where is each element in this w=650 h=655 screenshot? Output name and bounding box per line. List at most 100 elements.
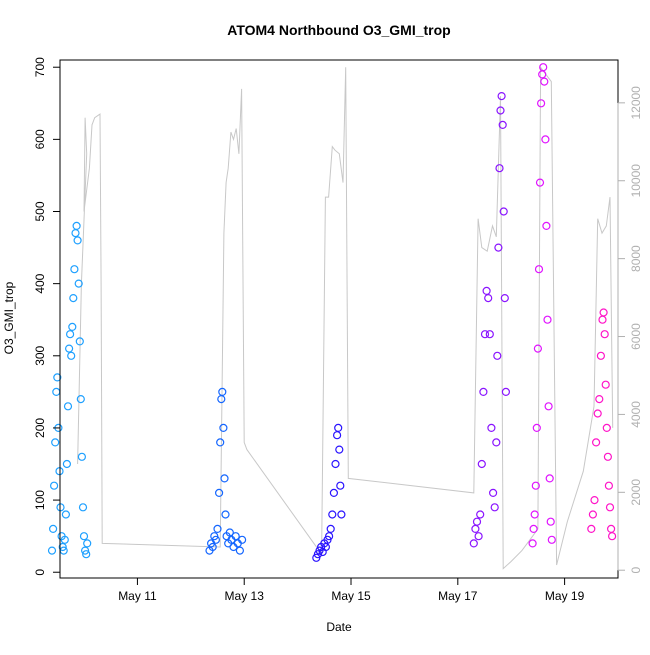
y-tick-label: 100 — [33, 490, 47, 510]
right-tick-label: 12000 — [629, 86, 643, 120]
data-point — [79, 532, 89, 541]
data-point — [77, 452, 87, 461]
data-point — [83, 539, 92, 548]
data-point — [595, 395, 604, 404]
data-point — [536, 99, 546, 108]
data-point — [73, 236, 82, 245]
data-point — [480, 330, 490, 339]
series-6 — [587, 308, 617, 541]
data-point — [336, 481, 345, 490]
right-tick-label: 6000 — [629, 323, 643, 350]
data-point — [64, 344, 74, 353]
right-tick-label: 8000 — [629, 245, 643, 272]
data-point — [530, 510, 539, 519]
data-point — [65, 330, 75, 339]
x-tick-label: May 17 — [438, 589, 478, 603]
data-point — [49, 481, 59, 490]
data-point — [225, 528, 234, 537]
data-point — [82, 550, 91, 559]
data-point — [531, 481, 540, 490]
data-point — [500, 294, 509, 303]
data-point — [479, 387, 488, 396]
data-point — [471, 524, 480, 534]
data-point — [78, 503, 88, 512]
data-point — [533, 344, 543, 353]
data-point — [219, 423, 228, 432]
data-point — [76, 395, 85, 404]
data-point — [501, 387, 510, 396]
data-point — [213, 524, 222, 534]
data-point — [217, 395, 226, 404]
chart-title: ATOM4 Northbound O3_GMI_trop — [227, 22, 450, 38]
y-tick-label: 300 — [33, 345, 47, 365]
data-point — [71, 229, 80, 238]
data-point — [529, 524, 538, 534]
data-point — [539, 63, 548, 72]
data-point — [211, 535, 220, 544]
data-point — [540, 77, 549, 86]
data-point — [221, 510, 230, 519]
data-point — [528, 539, 537, 548]
data-point — [590, 496, 599, 505]
right-tick-label: 4000 — [629, 401, 643, 428]
x-tick-label: May 11 — [118, 589, 157, 603]
data-point — [532, 423, 541, 432]
data-point — [497, 91, 506, 101]
y-tick-label: 0 — [33, 569, 47, 576]
x-tick-label: May 13 — [225, 589, 265, 603]
data-point — [335, 445, 344, 454]
data-point — [598, 315, 607, 324]
data-point — [216, 438, 225, 447]
data-point — [602, 423, 611, 432]
data-point — [490, 503, 499, 512]
y-axis-label: O3_GMI_trop — [2, 281, 16, 354]
data-point — [48, 524, 58, 534]
data-point — [474, 532, 483, 541]
data-point — [605, 503, 615, 512]
data-point — [326, 524, 335, 534]
data-point — [60, 535, 69, 544]
data-point — [498, 120, 507, 130]
data-point — [544, 402, 553, 411]
data-point — [62, 459, 72, 469]
data-point — [476, 510, 485, 519]
data-point — [495, 164, 504, 173]
data-point — [52, 387, 61, 396]
x-tick-label: May 15 — [331, 589, 371, 603]
data-point — [80, 546, 90, 555]
y-tick-label: 400 — [33, 273, 47, 293]
data-point — [601, 380, 610, 389]
right-tick-label: 0 — [629, 567, 643, 574]
x-tick-label: May 19 — [545, 589, 585, 603]
data-point — [472, 517, 482, 526]
data-point — [489, 488, 498, 497]
data-point — [599, 308, 608, 317]
data-point — [333, 431, 342, 440]
data-point — [231, 532, 240, 541]
series-1 — [47, 221, 92, 559]
data-point — [535, 178, 545, 187]
data-point — [63, 402, 73, 411]
points-layer — [47, 63, 617, 562]
data-point — [72, 221, 81, 230]
data-point — [547, 535, 556, 544]
data-point — [53, 373, 62, 382]
data-point — [74, 279, 83, 288]
altitude-trace-line — [77, 65, 614, 570]
data-point — [492, 438, 501, 447]
data-point — [58, 542, 67, 552]
data-point — [545, 474, 554, 483]
data-point — [208, 542, 217, 552]
data-point — [331, 459, 340, 469]
data-point — [587, 524, 596, 534]
data-point — [68, 322, 77, 331]
data-point — [606, 524, 616, 534]
data-point — [499, 207, 508, 216]
data-point — [487, 423, 496, 432]
data-point — [477, 459, 486, 469]
data-point — [496, 106, 505, 115]
series-2 — [205, 387, 247, 555]
y-tick-label: 500 — [33, 201, 47, 221]
